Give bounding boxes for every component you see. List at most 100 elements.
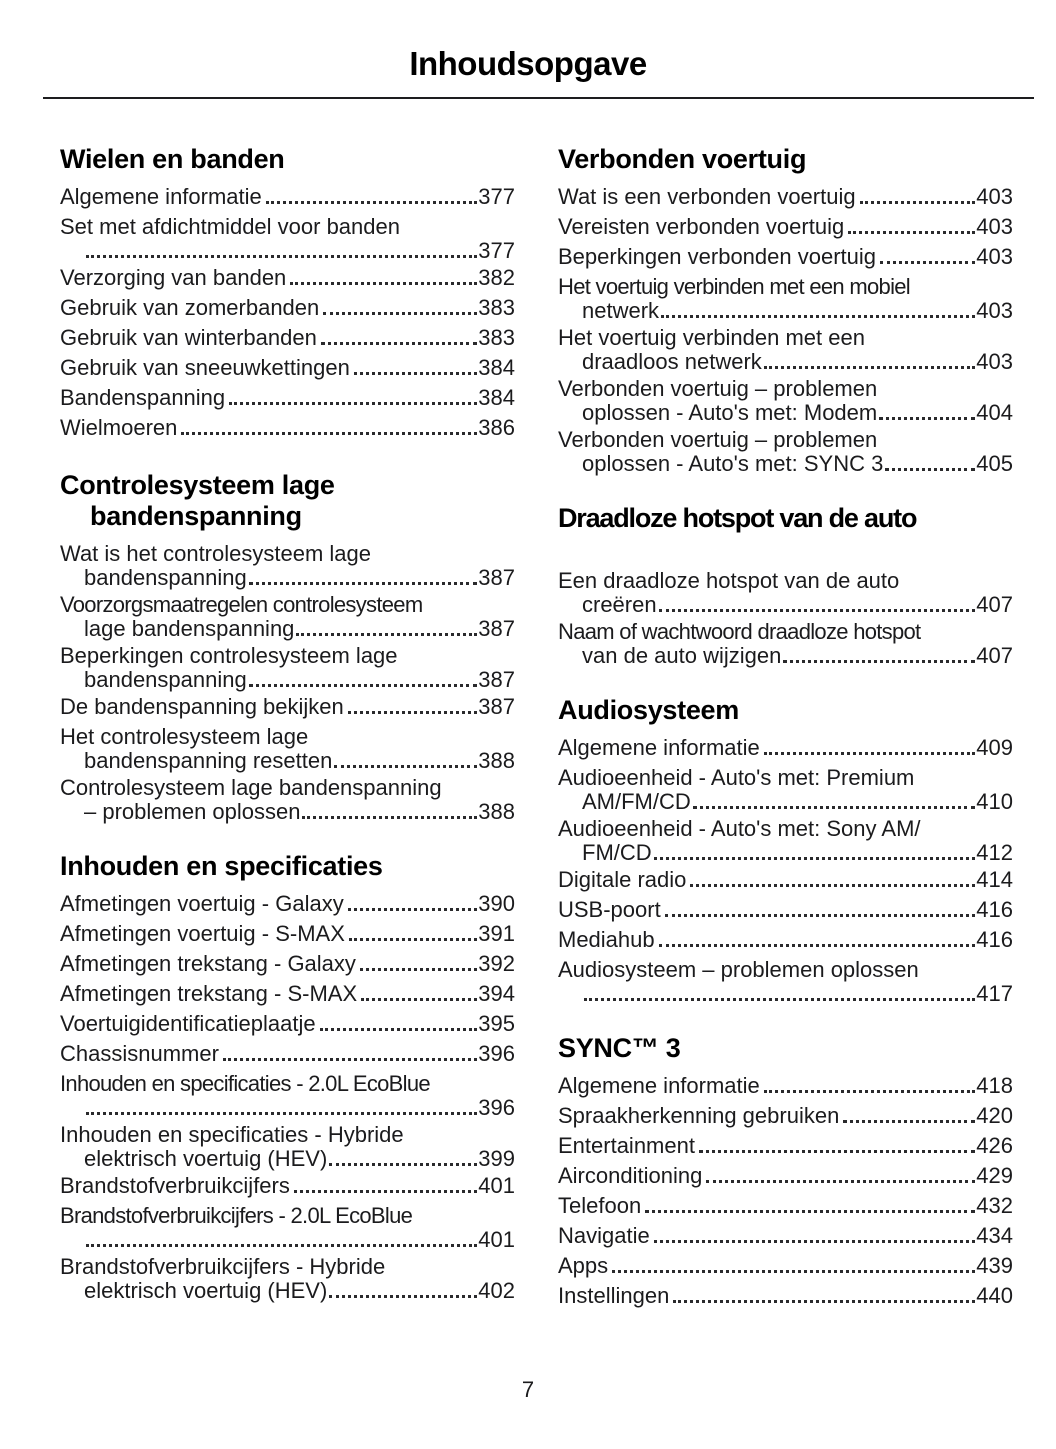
toc-entry: Gebruik van sneeuwkettingen 384	[60, 353, 515, 383]
toc-section: Audiosysteem Algemene informatie 409 Audioe…	[558, 695, 1013, 1006]
toc-entry: Naam of wachtwoord draadloze hotspot van …	[558, 617, 1013, 668]
toc-entry-continuation: bandenspanning	[84, 667, 247, 692]
page-ref: 403	[976, 298, 1013, 323]
toc-entry: Set met afdichtmiddel voor banden 377	[60, 212, 515, 263]
page-ref: 414	[976, 867, 1013, 892]
toc-entry: Wat is een verbonden voertuig 403	[558, 182, 1013, 212]
section-heading-line: bandenspanning	[90, 501, 302, 531]
toc-entry-line: Chassisnummer 396	[60, 1039, 515, 1069]
section-heading-line: Controlesysteem lage	[60, 470, 335, 500]
toc-entry-line: Brandstofverbruikcijfers - 2.0L EcoBlue	[60, 1201, 515, 1231]
toc-entry-title: Navigatie	[558, 1223, 650, 1248]
toc-entry: Digitale radio 414	[558, 865, 1013, 895]
toc-entry-line: Telefoon 432	[558, 1191, 1013, 1221]
dotted-leader	[329, 1295, 478, 1298]
toc-entry-line: Gebruik van sneeuwkettingen 384	[60, 353, 515, 383]
toc-section: Inhouden en specificaties Afmetingen voer…	[60, 851, 515, 1303]
toc-entry: De bandenspanning bekijken 387	[60, 692, 515, 722]
toc-entry-line: Navigatie 434	[558, 1221, 1013, 1251]
page-ref: 439	[976, 1253, 1013, 1278]
page-ref: 377	[478, 184, 515, 209]
dotted-leader	[248, 684, 478, 687]
toc-entry-line: Afmetingen voertuig - Galaxy 390	[60, 889, 515, 919]
toc-entry-title: Het voertuig verbinden met een	[558, 325, 865, 350]
toc-entry-title: Algemene informatie	[558, 735, 760, 760]
page-ref: 405	[976, 451, 1013, 476]
toc-entry-title: Afmetingen trekstang - S-MAX	[60, 981, 358, 1006]
section-heading: Verbonden voertuig	[558, 144, 1013, 175]
dotted-leader	[290, 282, 478, 285]
dotted-leader	[690, 884, 976, 887]
toc-entry-title: Verzorging van banden	[60, 265, 287, 290]
toc-entry-continuation: AM/FM/CD	[582, 789, 691, 814]
page-ref: 401	[478, 1227, 515, 1252]
dotted-leader	[664, 914, 976, 917]
page-ref: 399	[478, 1146, 515, 1171]
toc-entry-title: Airconditioning	[558, 1163, 703, 1188]
toc-entry-line: Voertuigidentificatieplaatje 395	[60, 1009, 515, 1039]
toc-entry-line: Voorzorgsmaatregelen controlesysteem	[60, 590, 515, 620]
toc-section: Draadloze hotspot van de auto Een draadlo…	[558, 503, 1013, 668]
section-heading-line: Verbonden voertuig	[558, 144, 807, 174]
section-heading-line: Inhouden en specificaties	[60, 851, 383, 881]
toc-entry-line: Algemene informatie 409	[558, 733, 1013, 763]
toc-entry-title: Inhouden en specificaties - 2.0L EcoBlue	[60, 1071, 431, 1096]
toc-entry-line: Inhouden en specificaties - 2.0L EcoBlue	[60, 1069, 515, 1099]
toc-entry: Voertuigidentificatieplaatje 395	[60, 1009, 515, 1039]
page-ref: 429	[976, 1163, 1013, 1188]
toc-section: Wielen en banden Algemene informatie 377 Se…	[60, 144, 515, 443]
dotted-leader	[645, 1210, 976, 1213]
toc-entry: Het voertuig verbinden met een mobiel net…	[558, 272, 1013, 323]
page-ref: 403	[976, 184, 1013, 209]
section-heading: Inhouden en specificaties	[60, 851, 515, 882]
section-heading-line: SYNC™ 3	[558, 1033, 681, 1063]
toc-entry-line: De bandenspanning bekijken 387	[60, 692, 515, 722]
dotted-leader	[347, 908, 478, 911]
dotted-leader	[673, 1300, 976, 1303]
toc-entry-line: Gebruik van zomerbanden 383	[60, 293, 515, 323]
toc-entry-line: Brandstofverbruikcijfers - Hybride	[60, 1252, 515, 1282]
toc-entry-continuation-line: oplossen - Auto's met: Modem 404	[558, 401, 1013, 425]
toc-entry-title: Apps	[558, 1253, 609, 1278]
page-ref: 434	[976, 1223, 1013, 1248]
dotted-leader	[323, 312, 478, 315]
toc-entry: Inhouden en specificaties - 2.0L EcoBlue…	[60, 1069, 515, 1120]
toc-entry-continuation: van de auto wijzigen	[582, 643, 782, 668]
page-ref: 387	[478, 667, 515, 692]
toc-entry: Verbonden voertuig – problemen oplossen -…	[558, 425, 1013, 476]
toc-entry-line: Gebruik van winterbanden 383	[60, 323, 515, 353]
toc-entry-title: Het voertuig verbinden met een mobiel	[558, 274, 911, 299]
toc-entry-line: Vereisten verbonden voertuig 403	[558, 212, 1013, 242]
toc-entry-continuation: netwerk	[582, 298, 660, 323]
toc-column-right: Verbonden voertuig Wat is een verbonden v…	[558, 144, 1013, 1311]
toc-entry-title: De bandenspanning bekijken	[60, 694, 344, 719]
toc-entry-title: Beperkingen verbonden voertuig	[558, 244, 877, 269]
toc-entry: Telefoon 432	[558, 1191, 1013, 1221]
toc-entry-title: Set met afdichtmiddel voor banden	[60, 214, 400, 239]
toc-entry-title: Voorzorgsmaatregelen controlesysteem	[60, 592, 423, 617]
toc-entry-line: Wat is het controlesysteem lage	[60, 539, 515, 569]
toc-entry-title: Afmetingen voertuig - Galaxy	[60, 891, 344, 916]
toc-entry-title: Voertuigidentificatieplaatje	[60, 1011, 316, 1036]
toc-entry: Wat is het controlesysteem lage bandenspa…	[60, 539, 515, 590]
toc-entry: Brandstofverbruikcijfers - Hybride elektr…	[60, 1252, 515, 1303]
dotted-leader	[86, 1112, 478, 1115]
toc-entry-line: Audioeenheid - Auto's met: Sony AM/	[558, 814, 1013, 844]
toc-entry: Airconditioning 429	[558, 1161, 1013, 1191]
page-ref: 395	[478, 1011, 515, 1036]
toc-entry-line: Entertainment 426	[558, 1131, 1013, 1161]
toc-entry: Spraakherkenning gebruiken 420	[558, 1101, 1013, 1131]
toc-entry-line: Afmetingen trekstang - Galaxy 392	[60, 949, 515, 979]
toc-entry-continuation-line: 377	[60, 239, 515, 263]
toc-entry: Algemene informatie 418	[558, 1071, 1013, 1101]
dotted-leader	[86, 1244, 478, 1247]
dotted-leader	[879, 417, 976, 420]
section-heading: Draadloze hotspot van de auto	[558, 503, 1013, 534]
toc-entry-title: Brandstofverbruikcijfers	[60, 1173, 290, 1198]
toc-entry-continuation: elektrisch voertuig (HEV)	[84, 1146, 328, 1171]
toc-entry-title: Entertainment	[558, 1133, 695, 1158]
toc-entry-title: USB-poort	[558, 897, 661, 922]
toc-entry-title: Telefoon	[558, 1193, 642, 1218]
toc-entry-line: Digitale radio 414	[558, 865, 1013, 895]
